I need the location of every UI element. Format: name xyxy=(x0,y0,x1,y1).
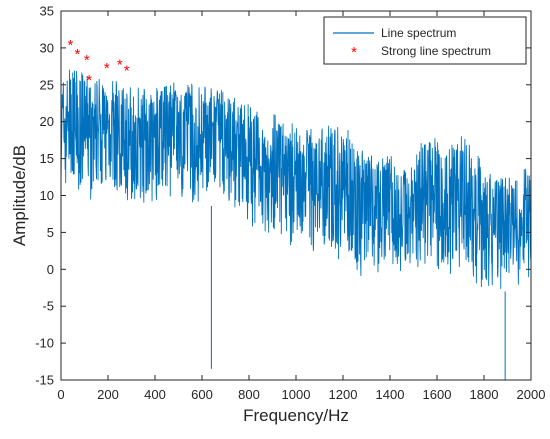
x-tick-label: 600 xyxy=(191,387,213,402)
x-tick-label: 800 xyxy=(238,387,260,402)
x-axis: 0 200 400 600 800 1000 1200 1400 1600 1800 2000 xyxy=(57,11,545,402)
series-line-spectrum xyxy=(61,69,531,289)
y-tick-label: 25 xyxy=(40,77,54,92)
strong-line-marker: * xyxy=(104,60,110,77)
y-tick-label: -5 xyxy=(42,299,54,314)
legend-swatch-strong-line-spectrum: * xyxy=(351,44,357,61)
x-tick-label: 400 xyxy=(144,387,166,402)
x-tick-label: 0 xyxy=(57,387,64,402)
y-axis-label: Amplitude/dB xyxy=(10,145,29,246)
legend-box xyxy=(323,16,527,65)
y-tick-label: -15 xyxy=(35,373,54,388)
strong-line-marker: * xyxy=(86,72,92,89)
y-axis: -15 -10 -5 0 5 10 15 20 25 30 35 xyxy=(35,4,531,388)
y-tick-label: 20 xyxy=(40,114,54,129)
x-tick-label: 2000 xyxy=(517,387,546,402)
x-tick-label: 1400 xyxy=(376,387,405,402)
y-tick-label: 10 xyxy=(40,188,54,203)
x-tick-label: 1200 xyxy=(329,387,358,402)
legend-label-line-spectrum: Line spectrum xyxy=(381,26,456,40)
legend-label-strong-line-spectrum: Strong line spectrum xyxy=(381,44,491,58)
series-layer xyxy=(61,69,531,380)
y-tick-label: 5 xyxy=(47,225,54,240)
x-tick-label: 200 xyxy=(97,387,119,402)
x-tick-label: 1800 xyxy=(470,387,499,402)
y-tick-label: 35 xyxy=(40,4,54,19)
x-tick-label: 1600 xyxy=(423,387,452,402)
x-tick-label: 1000 xyxy=(282,387,311,402)
strong-line-marker: * xyxy=(124,62,130,79)
strong-line-marker: * xyxy=(117,56,123,73)
y-tick-label: 0 xyxy=(47,262,54,277)
strong-line-marker: * xyxy=(84,52,90,69)
plot-area: ** *** * * xyxy=(61,37,531,380)
marker-layer: ** *** * * xyxy=(67,37,129,89)
legend: Line spectrum * Strong line spectrum xyxy=(323,16,527,65)
strong-line-marker: * xyxy=(67,37,73,54)
y-tick-label: 30 xyxy=(40,40,54,55)
strong-line-marker: * xyxy=(75,46,81,63)
y-tick-label: -10 xyxy=(35,336,54,351)
y-tick-label: 15 xyxy=(40,151,54,166)
x-axis-label: Frequency/Hz xyxy=(243,406,349,425)
